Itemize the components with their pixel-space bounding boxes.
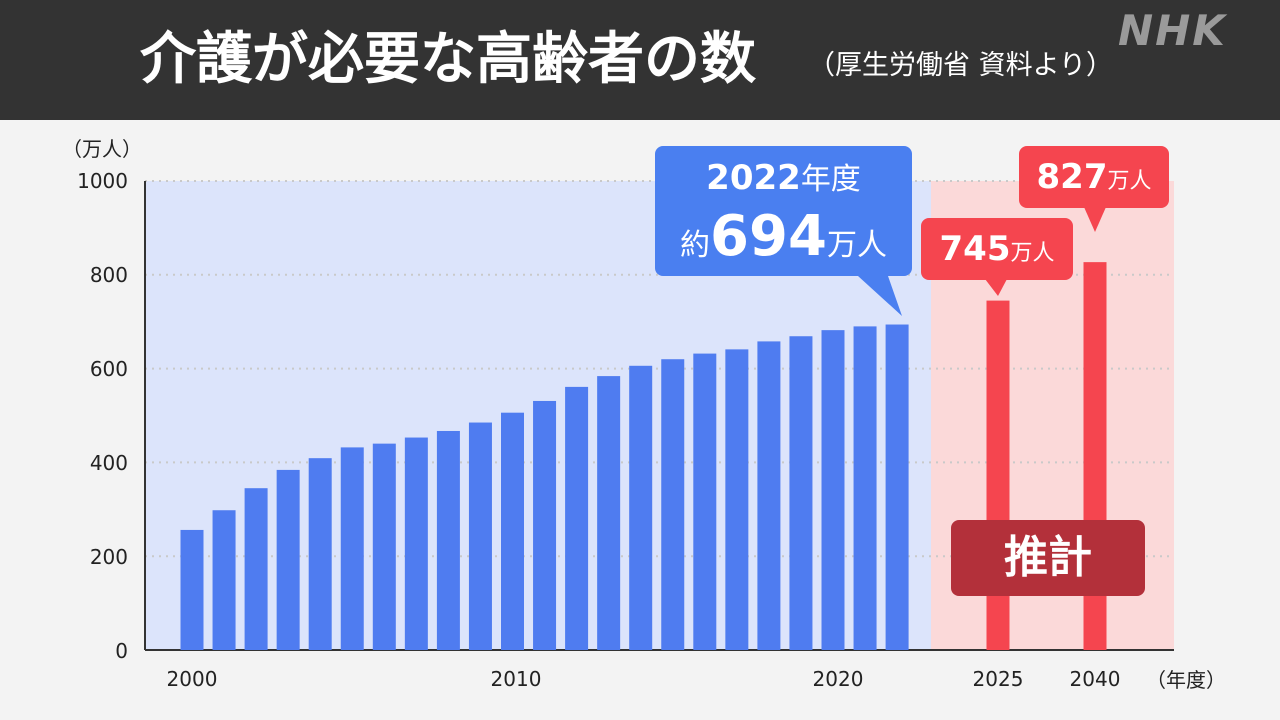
bar-2017 [725, 349, 749, 650]
bar-2016 [693, 353, 717, 650]
bar-2005 [340, 447, 364, 650]
callout-2040: 827万人 [1019, 146, 1169, 208]
bar-2018 [757, 341, 781, 650]
y-tick-label: 0 [115, 639, 128, 663]
bar-2015 [661, 359, 685, 650]
bar-2011 [533, 400, 557, 650]
source-note: （厚生労働省 資料より） [808, 50, 1114, 81]
callout-2025: 745万人 [921, 218, 1073, 280]
bar-2009 [468, 422, 492, 650]
callout-year: 2022 [706, 158, 801, 198]
bar-2000 [180, 529, 204, 650]
callout-value: 827 [1036, 157, 1108, 197]
y-tick-label: 600 [89, 357, 128, 381]
x-tick-label: 2040 [1069, 667, 1121, 691]
bar-2008 [436, 430, 460, 650]
bar-2022 [885, 324, 909, 650]
y-tick-label: 1000 [77, 169, 128, 193]
bar-2002 [244, 488, 268, 650]
y-tick-label: 400 [89, 451, 128, 475]
callout-value: 745 [939, 229, 1011, 269]
y-tick-label: 800 [89, 263, 128, 287]
nhk-logo: NHK [1118, 6, 1227, 55]
bar-2014 [629, 365, 653, 650]
bar-2020 [821, 330, 845, 650]
bar-2007 [404, 437, 428, 650]
y-tick-label: 200 [89, 545, 128, 569]
callout-unit: 万人 [1010, 241, 1055, 266]
x-axis-unit: （年度） [1146, 668, 1226, 692]
bar-2025 [986, 300, 1010, 650]
bar-chart [144, 180, 1174, 651]
bar-2003 [276, 469, 300, 650]
bar-2021 [853, 326, 877, 650]
callout-pointer [858, 276, 902, 316]
bar-2013 [597, 376, 621, 650]
x-tick-label: 2000 [166, 667, 218, 691]
bar-2001 [212, 510, 236, 650]
callout-year-suffix: 年度 [800, 162, 861, 197]
header-bar: 介護が必要な高齢者の数 （厚生労働省 資料より） NHK [0, 0, 1280, 120]
bar-2019 [789, 336, 813, 650]
bar-2006 [372, 443, 396, 650]
callout-pointer [985, 279, 1007, 296]
page-title: 介護が必要な高齢者の数 [140, 27, 756, 92]
bar-2012 [565, 386, 589, 650]
x-tick-label: 2025 [972, 667, 1024, 691]
callout-prefix: 約 [680, 228, 711, 263]
x-tick-label: 2020 [812, 667, 864, 691]
callout-unit: 万人 [826, 228, 887, 263]
callout-value: 694 [710, 204, 827, 269]
bar-2004 [308, 458, 332, 650]
y-axis-unit: （万人） [62, 137, 142, 161]
callout-unit: 万人 [1107, 169, 1152, 194]
bar-2010 [501, 412, 524, 650]
callout-pointer [1084, 207, 1106, 232]
callout-2022: 2022年度 約694万人 [655, 146, 912, 276]
x-tick-label: 2010 [490, 667, 542, 691]
estimate-badge: 推計 [951, 520, 1145, 596]
